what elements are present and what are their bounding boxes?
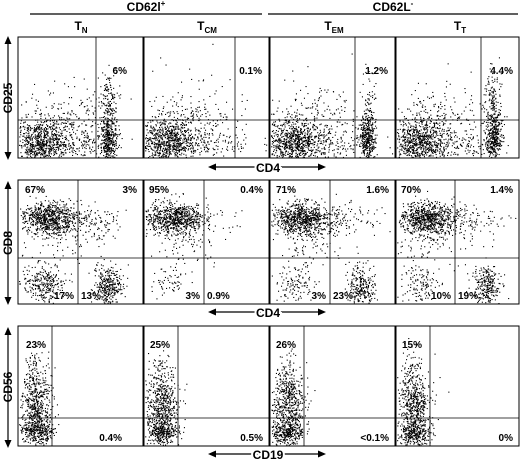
panel-tt: 4.4% [395, 36, 520, 159]
panel-frame [395, 36, 520, 159]
panel-tem: 26% <0.1% [269, 325, 396, 447]
panel-tn: 23% 0.4% [17, 325, 144, 447]
row-cd8-cd4: CD8 67% 3% 17% 13% 95% 0.4% 3% 0.9% [1, 179, 520, 322]
quadrant-label-bottom-right: 0.4% [99, 433, 122, 444]
y-axis-label: CD25 [1, 82, 15, 113]
event-dots [271, 193, 391, 304]
y-axis-arrow [4, 181, 12, 305]
quadrant-label-top-left: 70% [401, 185, 421, 196]
panel-tcm: 25% 0.5% [143, 325, 270, 447]
event-dots [19, 64, 133, 158]
quadrant-label-bottom-left: 17% [54, 291, 74, 302]
x-axis-arrow [208, 308, 326, 316]
panel-tt: 15% 0% [395, 325, 520, 447]
x-axis-arrow [208, 450, 326, 458]
y-axis-label: CD56 [1, 371, 15, 402]
quadrant-label-top-left: 71% [276, 185, 296, 196]
cd62l-pos-label: CD62l+ [127, 0, 166, 14]
quadrant-label-bottom-left: 10% [431, 291, 451, 302]
row-cd25-cd4: CD25 6% 0.1% 1.2% 4.4% [1, 36, 520, 177]
population-label-tcm: TCM [197, 19, 217, 35]
population-label-tt: TT [454, 19, 466, 35]
quadrant-label-bottom-right: 0% [499, 433, 514, 444]
quadrant-label-top-left: 26% [276, 340, 296, 351]
y-axis-label: CD8 [1, 231, 15, 255]
panel-tn: 6% [17, 36, 144, 159]
population-label-tn: TN [74, 19, 87, 35]
quadrant-label-top-right: 1.6% [366, 185, 389, 196]
x-axis-label: CD4 [256, 161, 280, 175]
panel-frame [17, 36, 144, 159]
quadrant-label-top-right: 0.4% [240, 185, 263, 196]
event-dots [397, 57, 509, 159]
x-axis-label: CD19 [253, 448, 284, 460]
panel-frame [143, 325, 270, 447]
quadrant-label-top-right: 4.4% [490, 66, 513, 77]
quadrant-label-top-left: 23% [26, 340, 46, 351]
quadrant-label-top-left: 25% [150, 340, 170, 351]
event-dots [145, 193, 243, 300]
quadrant-label-bottom-right: 0.9% [207, 291, 230, 302]
event-dots [19, 195, 129, 304]
population-label-tem: TEM [324, 19, 344, 35]
panel-tt: 70% 1.4% 10% 19% [395, 179, 520, 305]
quadrant-label-bottom-right: 19% [458, 291, 478, 302]
event-dots [397, 338, 450, 446]
event-dots [397, 190, 517, 305]
row-cd56-cd19: CD56 23% 0.4% 25% 0.5% 26% <0.1% [1, 325, 520, 460]
event-dots [271, 348, 316, 446]
x-axis-label: CD4 [256, 306, 280, 320]
quadrant-label-bottom-right: 23% [333, 291, 353, 302]
quadrant-label-top-right: 3% [123, 185, 138, 196]
quadrant-label-bottom-left: 3% [186, 291, 201, 302]
event-dots [145, 43, 268, 159]
quadrant-label-bottom-left: 3% [312, 291, 327, 302]
event-dots [271, 53, 394, 159]
cd62l-neg-label: CD62L- [373, 0, 414, 14]
event-dots [19, 345, 60, 446]
panel-frame [269, 36, 396, 159]
panel-tn: 67% 3% 17% 13% [17, 179, 144, 305]
panel-frame [269, 179, 396, 305]
quadrant-label-top-left: 95% [149, 185, 169, 196]
panel-frame [395, 325, 520, 447]
panel-tcm: 0.1% [143, 36, 270, 159]
quadrant-label-bottom-right: <0.1% [360, 433, 389, 444]
quadrant-label-top-right: 0.1% [239, 66, 262, 77]
column-header: CD62l+ CD62L- TN TCM TEM TT [30, 0, 518, 35]
panel-tcm: 95% 0.4% 3% 0.9% [143, 179, 270, 305]
panel-frame [143, 179, 270, 305]
quadrant-label-top-right: 1.4% [490, 185, 513, 196]
event-dots [145, 344, 188, 446]
panel-tem: 71% 1.6% 3% 23% [269, 179, 396, 305]
panel-frame [395, 179, 520, 305]
quadrant-label-top-left: 15% [402, 340, 422, 351]
x-axis-arrow [208, 163, 326, 171]
quadrant-label-bottom-right: 13% [81, 291, 101, 302]
y-axis-arrow [4, 327, 12, 448]
panel-tem: 1.2% [269, 36, 396, 159]
quadrant-label-top-left: 67% [25, 185, 45, 196]
y-axis-arrow [4, 36, 12, 160]
quadrant-label-top-right: 6% [113, 66, 128, 77]
quadrant-label-top-right: 1.2% [365, 66, 388, 77]
quadrant-label-bottom-right: 0.5% [240, 433, 263, 444]
